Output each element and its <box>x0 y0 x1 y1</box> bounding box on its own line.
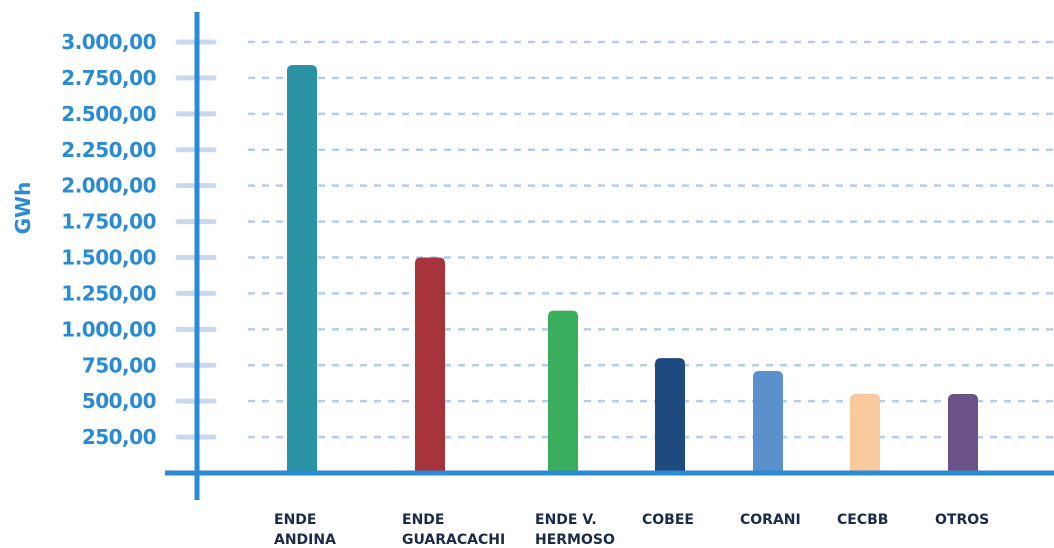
x-category-label: CORANI <box>740 512 801 528</box>
bar <box>753 370 783 473</box>
y-tick-label: 250,00 <box>82 425 156 449</box>
bar <box>287 64 317 473</box>
y-tick-label: 2.250,00 <box>61 138 156 162</box>
y-tick-label: 1.000,00 <box>61 317 156 341</box>
y-axis-ticks: 250,00 500,00 750,00 1.000,00 1.250,00 1.500,… <box>61 30 217 449</box>
x-category-label: ENDE V. HERMOSO <box>535 512 615 548</box>
bar <box>850 393 880 473</box>
x-category-label: OTROS <box>935 512 989 528</box>
y-tick-label: 2.750,00 <box>61 66 156 90</box>
y-tick-label: 1.250,00 <box>61 281 156 305</box>
bars <box>287 64 978 473</box>
bar <box>548 310 578 473</box>
y-tick-label: 750,00 <box>82 353 156 377</box>
bar <box>415 257 445 473</box>
x-category-label: COBEE <box>642 512 694 528</box>
gridlines <box>248 40 1054 439</box>
y-tick-label: 2.000,00 <box>61 174 156 198</box>
y-tick-label: 1.500,00 <box>61 246 156 270</box>
y-tick-label: 2.500,00 <box>61 102 156 126</box>
x-category-label: CECBB <box>837 512 888 528</box>
bar <box>655 358 685 473</box>
y-tick-label: 500,00 <box>82 389 156 413</box>
x-category-label: ENDE ANDINA <box>274 512 336 548</box>
y-tick-label: 1.750,00 <box>61 210 156 234</box>
y-axis-title: GWh <box>11 182 35 235</box>
x-category-label: ENDE GUARACACHI <box>402 512 505 548</box>
category-labels: ENDE ANDINA ENDE GUARACACHI ENDE V. HERMOSO CO… <box>274 512 989 548</box>
bar <box>948 393 978 473</box>
y-tick-label: 3.000,00 <box>61 30 156 54</box>
